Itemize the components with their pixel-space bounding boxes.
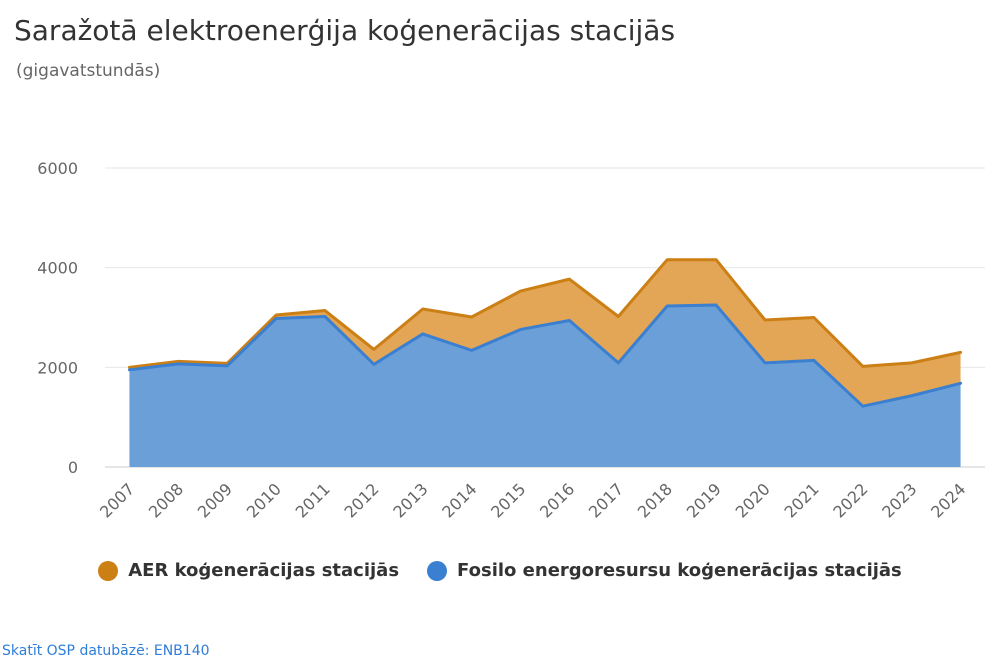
y-tick-label: 4000 <box>37 259 78 278</box>
x-tick-label: 2017 <box>585 479 627 521</box>
x-tick-label: 2015 <box>487 479 529 521</box>
x-tick-label: 2009 <box>194 479 236 521</box>
x-tick-label: 2016 <box>536 479 578 521</box>
y-tick-label: 2000 <box>37 358 78 377</box>
chart-subtitle: (gigavatstundās) <box>16 61 161 81</box>
x-tick-label: 2021 <box>780 479 822 521</box>
legend-marker-aer <box>98 560 119 581</box>
y-tick-label: 0 <box>68 458 78 477</box>
x-tick-label: 2007 <box>96 479 138 521</box>
x-tick-label: 2018 <box>634 479 676 521</box>
series-line-fossil <box>127 303 963 408</box>
x-tick-label: 2022 <box>829 479 871 521</box>
chart-title: Saražotā elektroenerģija koģenerācijas s… <box>14 14 676 47</box>
x-tick-label: 2019 <box>683 479 725 521</box>
legend-label-fossil: Fosilo energoresursu koģenerācijas staci… <box>457 560 902 581</box>
x-tick-label: 2013 <box>389 479 431 521</box>
legend-item-fossil[interactable]: Fosilo energoresursu koģenerācijas staci… <box>427 560 902 581</box>
area-fossil <box>129 305 961 467</box>
y-axis-ticks: 0 2000 4000 6000 <box>37 159 78 477</box>
x-tick-label: 2010 <box>243 479 285 521</box>
series-line-aer <box>127 258 963 369</box>
database-source-link[interactable]: Skatīt OSP datubāzē: ENB140 <box>2 643 210 659</box>
x-tick-label: 2020 <box>732 479 774 521</box>
legend-marker-fossil <box>427 560 448 581</box>
x-axis-ticks: 2007 2008 2009 2010 2011 2012 2013 2014 2015 2016… <box>96 479 969 521</box>
x-tick-label: 2024 <box>927 479 969 521</box>
x-tick-label: 2014 <box>438 479 480 521</box>
legend-label-aer: AER koģenerācijas stacijās <box>128 560 400 581</box>
x-tick-label: 2011 <box>292 479 334 521</box>
area-series <box>127 258 963 467</box>
chart-legend: AER koģenerācijas stacijās Fosilo energo… <box>0 560 1000 581</box>
x-tick-label: 2012 <box>340 479 382 521</box>
x-tick-label: 2023 <box>878 479 920 521</box>
area-aer <box>129 259 961 407</box>
x-tick-label: 2008 <box>145 479 187 521</box>
legend-item-aer[interactable]: AER koģenerācijas stacijās <box>98 560 399 581</box>
y-tick-label: 6000 <box>37 159 78 178</box>
